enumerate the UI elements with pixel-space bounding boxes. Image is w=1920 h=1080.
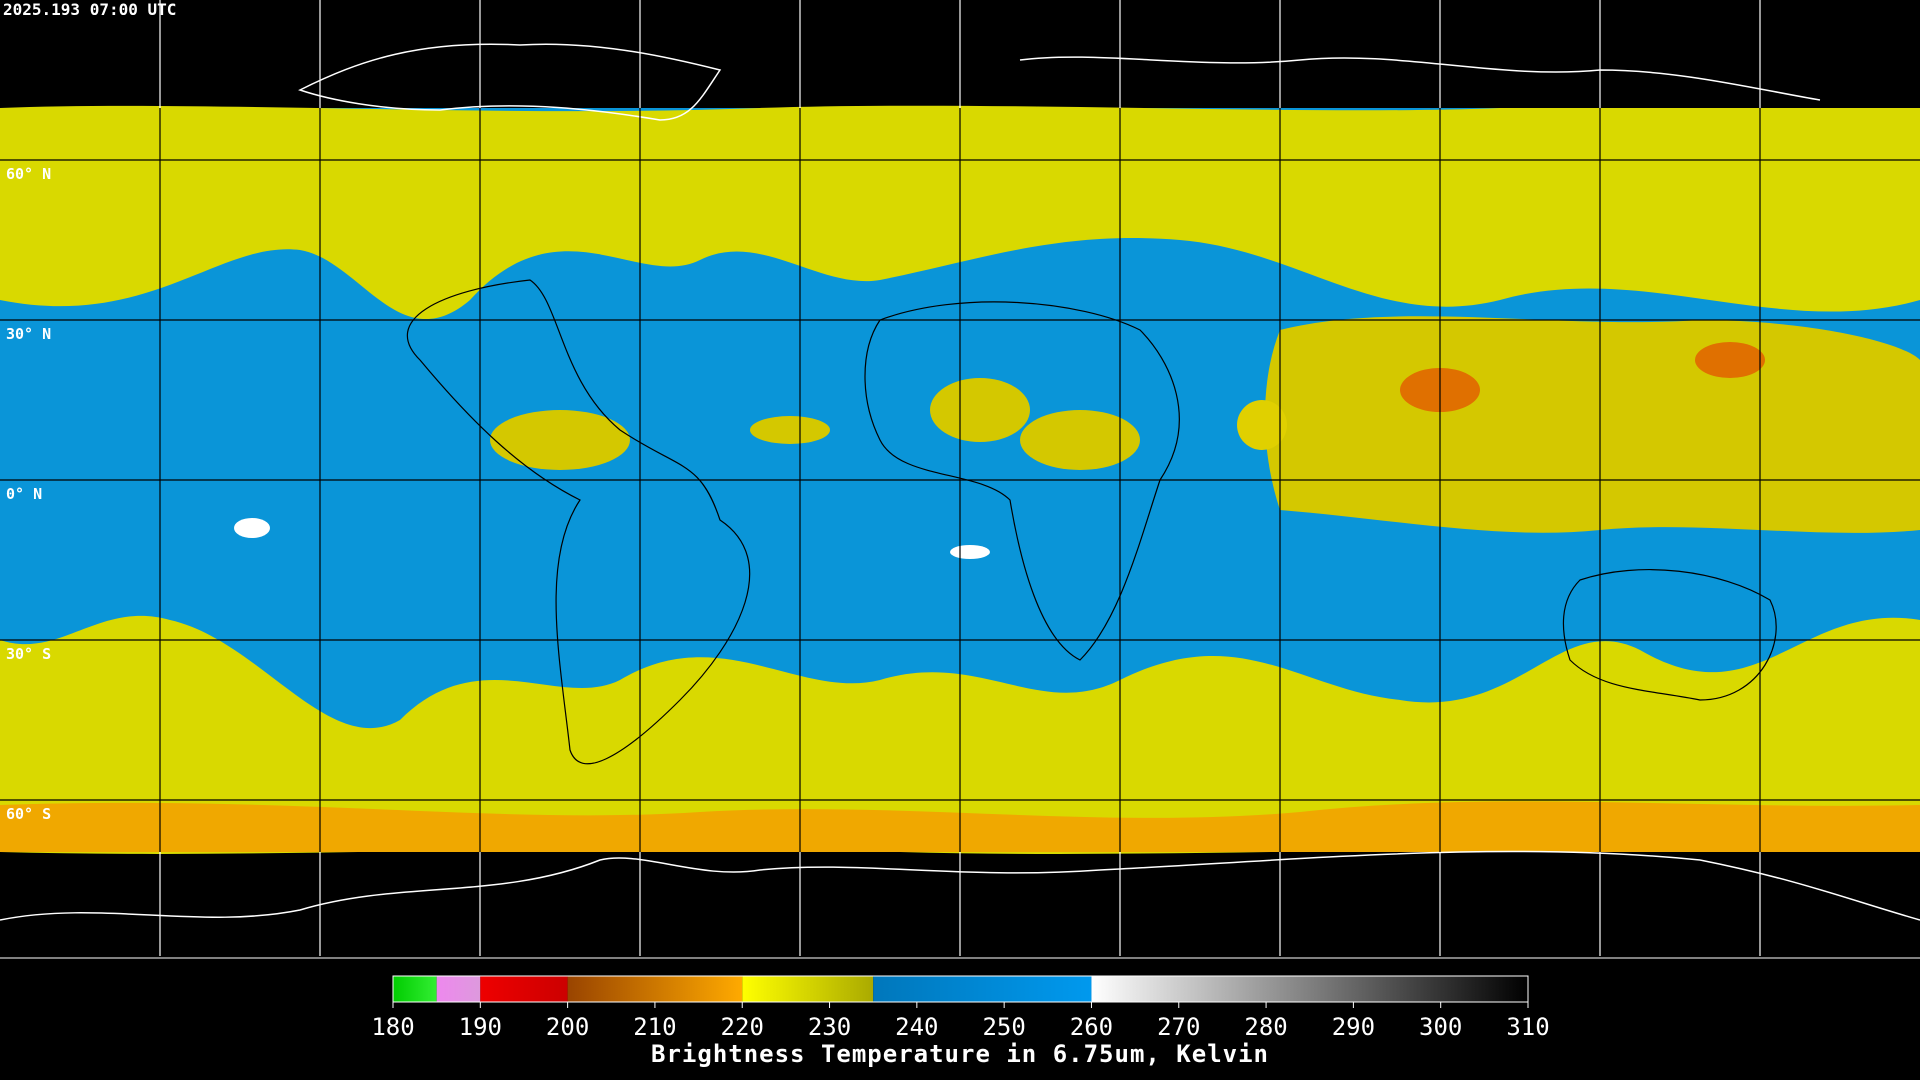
latitude-label: 30° S [6, 645, 51, 663]
colorbar-segment [393, 976, 437, 1002]
colorbar-title: Brightness Temperature in 6.75um, Kelvin [651, 1040, 1269, 1068]
colorbar-segment [567, 976, 743, 1002]
deep-convection [1695, 342, 1765, 378]
timestamp: 2025.193 07:00 UTC [3, 0, 176, 19]
coastline-africa [864, 301, 1180, 661]
latitude-label: 60° N [6, 165, 51, 183]
colorbar-tick-label: 260 [1070, 1013, 1113, 1041]
colorbar-tick-label: 280 [1244, 1013, 1287, 1041]
colorbar-tick-label: 300 [1419, 1013, 1462, 1041]
colorbar-tick-label: 200 [546, 1013, 589, 1041]
colorbar-tick-label: 210 [633, 1013, 676, 1041]
coastline-antarctica [0, 850, 1920, 921]
convection-america [490, 410, 630, 470]
colorbar-frame [392, 975, 1529, 1003]
warm-spot [234, 518, 270, 538]
colorbar-tick-label: 220 [721, 1013, 764, 1041]
coastline-australia [1562, 569, 1777, 701]
latitude-label: 30° N [6, 325, 51, 343]
convection-africa [930, 378, 1030, 442]
cloud-blob [1237, 400, 1287, 450]
convection-asia [1265, 316, 1920, 533]
colorbar-tick-label: 270 [1157, 1013, 1200, 1041]
coastline-eurasia-north [1019, 56, 1821, 101]
colorbar-segment [436, 976, 481, 1002]
graticule [0, 0, 1920, 956]
convection-africa [1020, 410, 1140, 470]
colorbar-tick-label: 310 [1506, 1013, 1549, 1041]
coastline-americas [406, 279, 751, 765]
colorbar-tick-label: 250 [982, 1013, 1025, 1041]
colorbar-segment [873, 976, 1092, 1002]
colorbar-tick-label: 230 [808, 1013, 851, 1041]
coastline-arctic [298, 43, 722, 121]
colorbar-segment [742, 976, 874, 1002]
colorbar-tick-label: 180 [371, 1013, 414, 1041]
colorbar-segment [480, 976, 568, 1002]
latitude-label: 0° N [6, 485, 42, 503]
colorbar-tick-label: 190 [459, 1013, 502, 1041]
latitude-label: 60° S [6, 805, 51, 823]
warm-spot [950, 545, 990, 559]
colorbar-tick-label: 290 [1332, 1013, 1375, 1041]
convection-atlantic [750, 416, 830, 444]
colorbar-segment [1091, 976, 1528, 1002]
colorbar-tick-label: 240 [895, 1013, 938, 1041]
